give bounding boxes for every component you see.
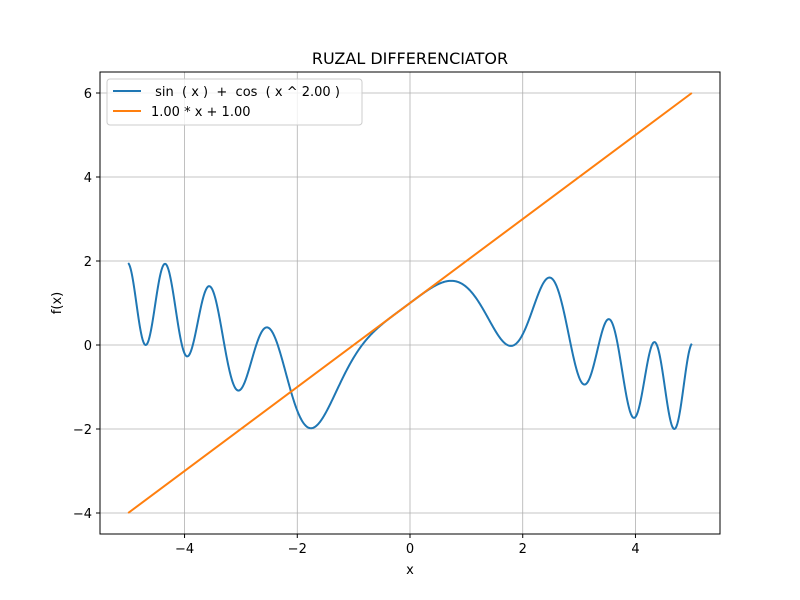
plot-lines	[127, 92, 693, 514]
y-axis: −4 −2 0 2 4 6	[73, 87, 100, 522]
legend-label-sin-cos: sin ( x ) + cos ( x ^ 2.00 )	[151, 85, 340, 100]
y-tick-label: 2	[84, 255, 92, 270]
x-axis: −4 −2 0 2 4	[175, 534, 640, 557]
y-tick-label: 4	[84, 171, 92, 186]
y-tick-label: 0	[84, 339, 92, 354]
x-tick-label: −4	[175, 542, 194, 557]
y-tick-label: −4	[73, 507, 92, 522]
y-tick-label: 6	[84, 87, 92, 102]
legend-label-linear: 1.00 * x + 1.00	[151, 105, 251, 120]
chart-title: RUZAL DIFFERENCIATOR	[312, 49, 508, 68]
series-linear-line	[127, 92, 693, 514]
x-tick-label: 4	[631, 542, 639, 557]
x-tick-label: 0	[406, 542, 414, 557]
x-axis-label: x	[406, 563, 414, 578]
y-axis-label: f(x)	[50, 292, 65, 314]
legend: sin ( x ) + cos ( x ^ 2.00 ) 1.00 * x + …	[106, 78, 363, 126]
y-tick-label: −2	[73, 423, 92, 438]
legend-box	[106, 78, 363, 126]
x-tick-label: −2	[288, 542, 307, 557]
x-tick-label: 2	[519, 542, 527, 557]
